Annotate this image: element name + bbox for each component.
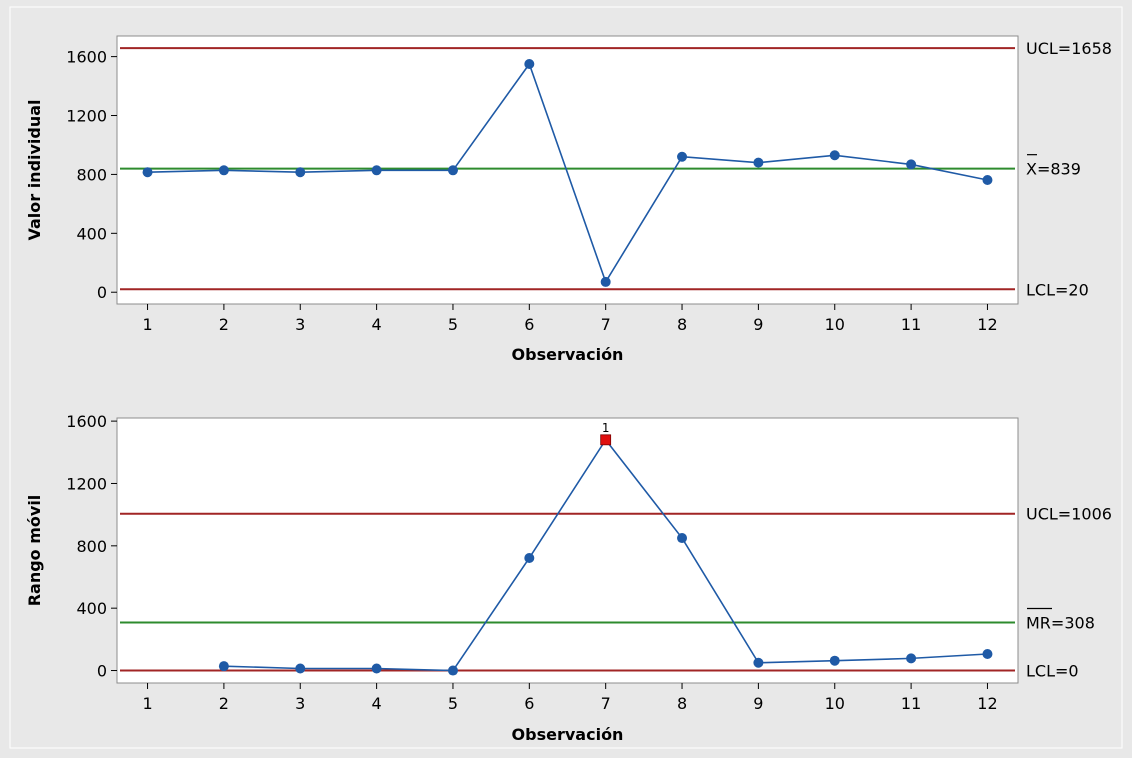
upper-control-limit-label: UCL=1658 (1026, 39, 1112, 58)
x-tick-label: 2 (219, 315, 229, 334)
data-point (982, 649, 993, 660)
x-tick-label: 3 (295, 694, 305, 713)
x-tick-label: 4 (372, 315, 382, 334)
y-tick-label: 800 (76, 537, 107, 556)
y-tick-label: 0 (97, 662, 107, 681)
x-tick-label: 10 (825, 694, 845, 713)
data-point (218, 165, 229, 176)
plot-area (116, 417, 1019, 684)
x-axis-label: Observación (512, 725, 624, 744)
data-point (982, 175, 993, 186)
data-point (753, 157, 764, 168)
y-tick-label: 400 (76, 224, 107, 243)
x-tick-label: 12 (977, 315, 997, 334)
series-line (147, 62, 988, 284)
y-tick-label: 1600 (66, 48, 107, 67)
x-tick-label: 7 (601, 694, 611, 713)
x-tick-label: 1 (142, 694, 152, 713)
data-point (677, 533, 688, 544)
x-tick-label: 2 (219, 694, 229, 713)
data-point (906, 653, 917, 664)
data-point (600, 276, 611, 287)
y-axis-label: Valor individual (25, 99, 44, 240)
data-point (218, 661, 229, 672)
x-tick-label: 9 (753, 694, 763, 713)
x-tick-label: 12 (977, 694, 997, 713)
x-tick-label: 7 (601, 315, 611, 334)
data-point (677, 151, 688, 162)
x-tick-label: 3 (295, 315, 305, 334)
data-point (371, 165, 382, 176)
y-axis-label: Rango móvil (25, 495, 44, 607)
x-tick-label: 6 (524, 694, 534, 713)
data-point (295, 167, 306, 178)
data-point (524, 552, 535, 563)
x-tick-label: 6 (524, 315, 534, 334)
x-tick-label: 4 (372, 694, 382, 713)
figure-inner-border (9, 6, 1123, 749)
center-line-label: X=839 (1026, 160, 1081, 179)
data-point (906, 159, 917, 170)
y-tick-label: 0 (97, 283, 107, 302)
data-point (371, 663, 382, 674)
lower-control-limit-label: LCL=20 (1026, 280, 1089, 299)
y-tick-label: 800 (76, 165, 107, 184)
y-tick-label: 1600 (66, 412, 107, 431)
lower-control-limit-label: LCL=0 (1026, 662, 1079, 681)
x-tick-label: 9 (753, 315, 763, 334)
upper-control-limit-label: UCL=1006 (1026, 505, 1112, 524)
data-point (295, 663, 306, 674)
center-line-label: MR=308 (1026, 614, 1095, 633)
x-tick-label: 5 (448, 694, 458, 713)
x-tick-label: 1 (142, 315, 152, 334)
data-point (447, 665, 458, 676)
data-point (142, 167, 153, 178)
test-failure-flag: 1 (602, 421, 610, 435)
data-point (753, 657, 764, 668)
x-tick-label: 11 (901, 694, 921, 713)
plot-area (116, 35, 1019, 305)
out-of-control-point (600, 434, 612, 446)
data-point (447, 165, 458, 176)
data-point (829, 150, 840, 161)
x-tick-label: 11 (901, 315, 921, 334)
x-tick-label: 8 (677, 315, 687, 334)
data-point (829, 655, 840, 666)
data-point (524, 58, 535, 69)
x-tick-label: 5 (448, 315, 458, 334)
x-axis-label: Observación (512, 345, 624, 364)
y-tick-label: 1200 (66, 107, 107, 126)
y-tick-label: 400 (76, 599, 107, 618)
x-tick-label: 10 (825, 315, 845, 334)
y-tick-label: 1200 (66, 474, 107, 493)
x-tick-label: 8 (677, 694, 687, 713)
